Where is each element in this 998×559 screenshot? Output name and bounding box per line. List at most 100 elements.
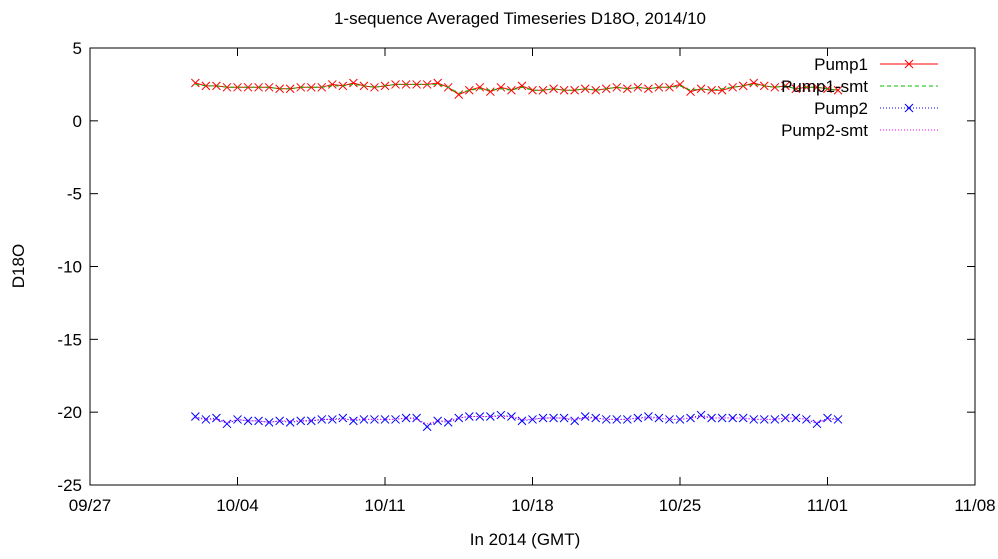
data-point-pump1 — [391, 80, 400, 89]
series-pump1-smt — [195, 83, 839, 94]
series-pump2 — [191, 410, 843, 432]
data-point-pump1 — [454, 90, 464, 99]
data-point-pump1 — [749, 78, 759, 88]
data-point-pump2 — [275, 416, 284, 426]
series-layer — [191, 78, 843, 432]
data-point-pump2 — [791, 413, 801, 423]
data-point-pump2 — [633, 413, 643, 423]
data-point-pump2 — [823, 413, 832, 423]
data-point-pump2 — [191, 412, 200, 421]
legend-label-pump2: Pump2 — [814, 99, 868, 118]
data-point-pump2 — [707, 413, 716, 423]
legend: Pump1 Pump1-smt Pump2 Pump2-smt — [781, 55, 938, 140]
data-point-pump2 — [496, 410, 506, 420]
data-point-pump2 — [528, 415, 537, 424]
x-tick-label: 10/11 — [364, 496, 405, 515]
y-tick-label: -20 — [57, 403, 82, 422]
data-point-pump2 — [812, 419, 822, 429]
data-point-pump2 — [243, 416, 253, 426]
data-point-pump2 — [696, 410, 706, 420]
y-tick-label: -15 — [57, 330, 82, 349]
series-line-pump2-smt — [195, 415, 838, 425]
y-tick-label: 0 — [73, 112, 82, 131]
data-point-pump1 — [412, 80, 421, 89]
data-point-pump2 — [749, 415, 759, 424]
data-point-pump1 — [707, 85, 716, 95]
data-point-pump1 — [517, 81, 527, 91]
data-point-pump1 — [728, 82, 738, 92]
x-axis-label: In 2014 (GMT) — [470, 530, 581, 549]
x-tick-label: 09/27 — [69, 496, 112, 515]
data-point-pump1 — [475, 82, 485, 92]
x-tick-label: 11/08 — [954, 496, 995, 515]
data-point-pump2 — [254, 416, 263, 426]
data-point-pump1 — [833, 85, 843, 95]
data-point-pump2 — [349, 416, 358, 426]
data-point-pump2 — [728, 413, 738, 423]
data-point-pump2 — [675, 415, 685, 424]
legend-label-pump1-smt: Pump1-smt — [781, 77, 868, 96]
data-point-pump1 — [370, 82, 379, 92]
data-point-pump2 — [201, 415, 211, 424]
legend-label-pump2-smt: Pump2-smt — [781, 121, 868, 140]
legend-marker-pump2 — [904, 103, 914, 113]
data-point-pump2 — [612, 415, 622, 424]
data-point-pump2 — [401, 413, 411, 423]
data-point-pump1 — [306, 82, 316, 92]
data-point-pump2 — [591, 413, 601, 423]
data-point-pump2 — [507, 412, 516, 421]
data-point-pump2 — [222, 419, 232, 429]
y-tick-label: 5 — [73, 39, 82, 58]
data-point-pump2 — [454, 413, 464, 423]
data-point-pump1 — [591, 85, 601, 95]
x-tick-label: 10/25 — [659, 496, 702, 515]
x-tick-label: 10/04 — [216, 496, 259, 515]
data-point-pump1 — [528, 85, 537, 95]
data-point-pump2 — [296, 416, 306, 426]
data-point-pump1 — [570, 85, 579, 95]
data-point-pump1 — [349, 78, 358, 88]
data-point-pump2 — [285, 418, 295, 427]
data-point-pump2 — [686, 413, 695, 423]
data-point-pump2 — [486, 412, 495, 421]
y-tick-label: -10 — [57, 258, 82, 277]
legend-label-pump1: Pump1 — [814, 55, 868, 74]
data-point-pump2 — [464, 412, 474, 421]
y-axis-label: D18O — [9, 244, 28, 288]
series-line-pump1-smt — [195, 83, 839, 94]
chart-title: 1-sequence Averaged Timeseries D18O, 201… — [334, 9, 706, 28]
data-point-pump2 — [570, 416, 579, 426]
data-point-pump1 — [633, 82, 643, 92]
data-point-pump2 — [317, 415, 327, 424]
data-point-pump1 — [507, 85, 516, 95]
data-point-pump2 — [654, 413, 664, 423]
data-point-pump2 — [433, 416, 443, 426]
series-pump2-smt — [195, 415, 838, 425]
data-point-pump1 — [327, 80, 337, 89]
data-point-pump2 — [233, 415, 242, 424]
data-point-pump2 — [380, 415, 390, 424]
data-point-pump1 — [812, 82, 822, 92]
data-point-pump1 — [191, 78, 200, 88]
data-point-pump2 — [338, 413, 348, 423]
data-point-pump2 — [833, 415, 843, 424]
x-tick-label: 11/01 — [807, 496, 848, 515]
data-point-pump2 — [549, 413, 558, 423]
data-point-pump2 — [580, 412, 590, 421]
data-point-pump1 — [285, 84, 295, 94]
data-point-pump2 — [644, 412, 653, 421]
data-point-pump1 — [717, 85, 727, 95]
y-tick-label: -5 — [67, 185, 82, 204]
data-point-pump2 — [665, 415, 674, 424]
data-point-pump1 — [770, 82, 780, 92]
data-point-pump1 — [464, 85, 474, 95]
data-point-pump2 — [264, 418, 274, 427]
data-point-pump2 — [359, 415, 369, 424]
data-point-pump1 — [612, 82, 622, 92]
data-point-pump2 — [770, 415, 780, 424]
x-tick-label: 10/18 — [511, 496, 554, 515]
y-tick-label: -25 — [57, 476, 82, 495]
